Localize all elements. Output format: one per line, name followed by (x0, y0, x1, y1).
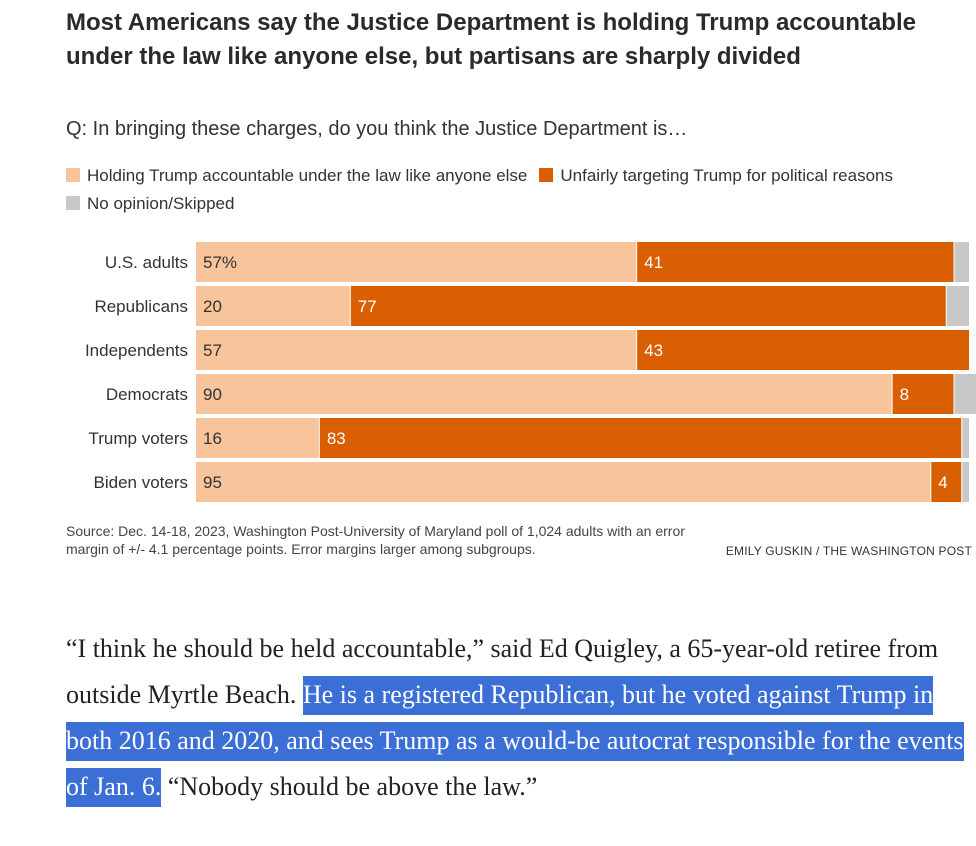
bar-trump-voters-holding-trump (196, 418, 319, 458)
source-note: Source: Dec. 14-18, 2023, Washington Pos… (66, 523, 685, 557)
data-label-democrats-0: 90 (203, 385, 222, 404)
legend-label-targeting: Unfairly targeting Trump for political r… (560, 166, 893, 185)
bar-biden-voters-holding-trump (196, 462, 931, 502)
bar-republicans-no-opinion (946, 286, 969, 326)
legend-swatch-no-opinion (66, 196, 80, 210)
data-label-u-s-adults-1: 41 (644, 253, 663, 272)
legend-item-no-opinion: No opinion/Skipped (66, 194, 234, 213)
data-label-biden-voters-1: 4 (938, 473, 947, 492)
legend-swatch-targeting (539, 168, 554, 182)
bar-republicans-holding-trump (196, 286, 350, 326)
bar-democrats-no-opinion (954, 374, 976, 414)
category-label-biden-voters: Biden voters (94, 473, 189, 492)
data-label-republicans-0: 20 (203, 297, 222, 316)
legend-swatch-accountable (66, 168, 80, 182)
bar-biden-voters-unfairly-targeting (931, 462, 962, 502)
bar-democrats-holding-trump (196, 374, 892, 414)
legend-item-targeting: Unfairly targeting Trump for political r… (539, 166, 893, 185)
bar-trump-voters-no-opinion (962, 418, 969, 458)
bar-independents-unfairly-targeting (637, 330, 969, 370)
data-label-trump-voters-0: 16 (203, 429, 222, 448)
bar-biden-voters-no-opinion (962, 462, 969, 502)
article-paragraph: “I think he should be held accountable,”… (66, 626, 966, 810)
legend-label-accountable: Holding Trump accountable under the law … (87, 166, 528, 185)
stacked-bar-chart: U.S. adults 57% 41 Republicans 20 77 Independe… (85, 242, 976, 502)
bar-u-s-adults-holding-trump (196, 242, 637, 282)
data-label-independents-1: 43 (644, 341, 663, 360)
chart-legend: Holding Trump accountable under the law … (66, 162, 936, 218)
category-label-independents: Independents (85, 341, 188, 360)
legend-label-no-opinion: No opinion/Skipped (87, 194, 235, 213)
data-label-republicans-1: 77 (358, 297, 377, 316)
data-label-trump-voters-1: 83 (327, 429, 346, 448)
bar-trump-voters-unfairly-targeting (319, 418, 962, 458)
category-label-trump-voters: Trump voters (88, 429, 188, 448)
data-label-independents-0: 57 (203, 341, 222, 360)
data-label-democrats-1: 8 (900, 385, 909, 404)
category-label-republicans: Republicans (94, 297, 188, 316)
bar-democrats-unfairly-targeting (892, 374, 954, 414)
data-label-u-s-adults-0: 57% (203, 253, 237, 272)
bar-u-s-adults-unfairly-targeting (637, 242, 954, 282)
legend-item-accountable: Holding Trump accountable under the law … (66, 166, 527, 185)
bar-u-s-adults-no-opinion (954, 242, 969, 282)
bar-independents-holding-trump (196, 330, 637, 370)
article-text-end: “Nobody should be above the law.” (161, 772, 538, 801)
data-label-biden-voters-0: 95 (203, 473, 222, 492)
category-label-u-s-adults: U.S. adults (105, 253, 188, 272)
category-label-democrats: Democrats (106, 385, 188, 404)
bar-republicans-unfairly-targeting (350, 286, 946, 326)
article-text-start: “I think he should be held accountable,”… (66, 634, 939, 709)
chart-subtitle: Q: In bringing these charges, do you thi… (66, 118, 688, 140)
chart-title: Most Americans say the Justice Departmen… (66, 9, 916, 70)
credit-line: EMILY GUSKIN / THE WASHINGTON POST (725, 544, 972, 558)
